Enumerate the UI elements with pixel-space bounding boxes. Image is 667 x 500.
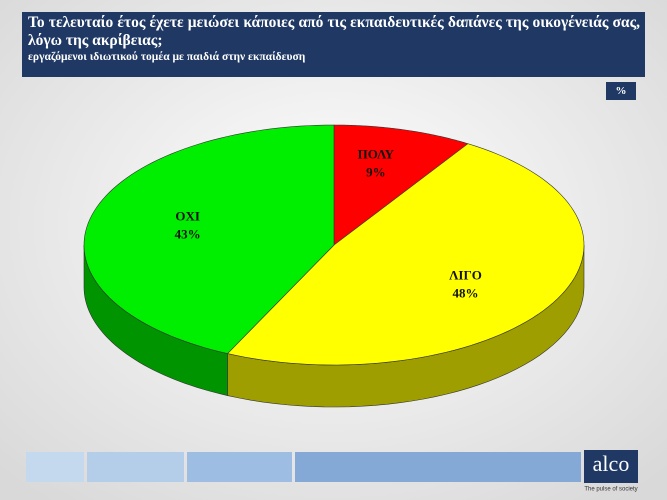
chart-subtitle: εργαζόμενοι ιδιωτικού τομέα με παιδιά στ…: [28, 51, 306, 63]
chart-title: Το τελευταίο έτος έχετε μειώσει κάποιες …: [28, 14, 640, 49]
logo-box: [584, 450, 638, 483]
value-label: 48%: [452, 285, 478, 300]
unit-label: %: [616, 85, 627, 97]
footer-block: [87, 452, 184, 482]
header-box: [22, 12, 645, 77]
tagline: The pulse of society: [584, 487, 637, 493]
logo: alco: [593, 451, 630, 476]
value-label: 43%: [175, 227, 201, 242]
footer-block: [295, 452, 581, 482]
slice: [83, 124, 335, 354]
slice: [226, 143, 585, 366]
slice-label: ΛΙΓΟ: [449, 267, 482, 282]
slice-label: ΟΧΙ: [175, 209, 200, 224]
value-label: 9%: [366, 164, 386, 179]
footer-block: [187, 452, 292, 482]
pie: ΠΟΛΥ 9% ΛΙΓΟ 48% ΟΧΙ 43%: [83, 124, 585, 408]
slice-label: ΠΟΛΥ: [358, 146, 395, 161]
unit-badge: [606, 82, 636, 100]
slice: [333, 124, 469, 246]
header: Το τελευταίο έτος έχετε μειώσει κάποιες …: [28, 14, 640, 63]
footer: alco The pulse of society: [26, 450, 638, 493]
footer-block: [26, 452, 84, 482]
